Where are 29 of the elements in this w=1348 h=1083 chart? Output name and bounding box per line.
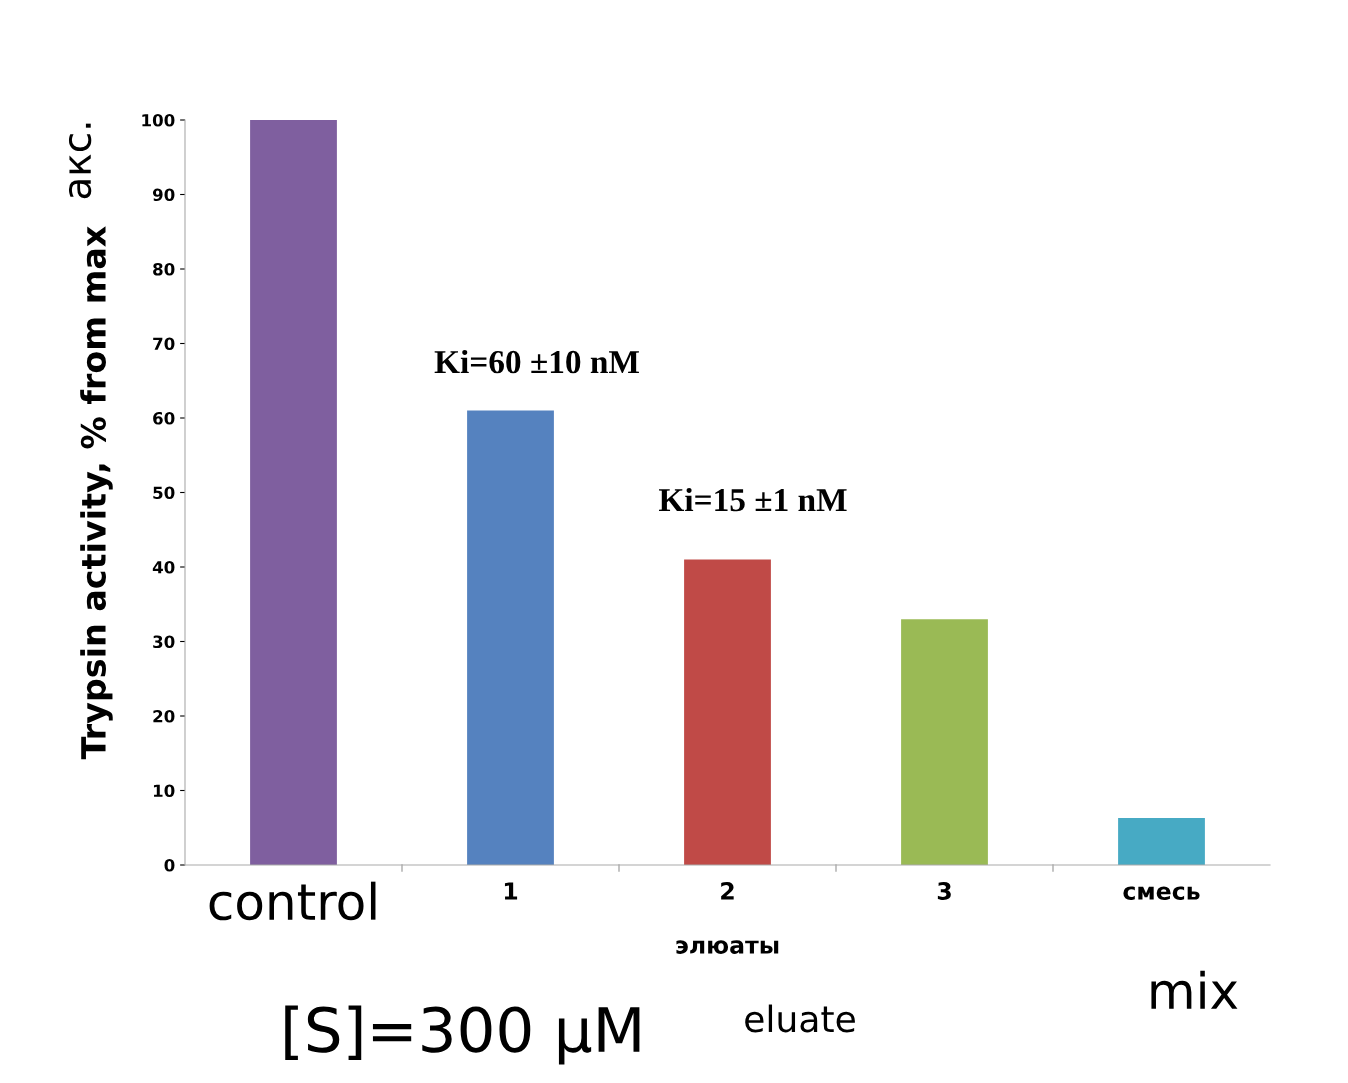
bar [250, 120, 337, 865]
bar [901, 619, 988, 865]
text: eluate [745, 1004, 855, 1033]
y-tick-label: 90 [152, 188, 175, 202]
x-tick-label: 3 [937, 882, 951, 900]
bar [684, 559, 771, 865]
bar [467, 410, 554, 865]
y-tick-label: 30 [153, 635, 175, 649]
text: mix [1151, 970, 1238, 1009]
y-tick-label: 20 [153, 709, 175, 723]
y-tick-label: 60 [153, 411, 175, 425]
y-tick-label: 100 [142, 113, 175, 127]
y-tick-label: 50 [153, 486, 175, 500]
annotation: Ki=60 ±10 nM [434, 349, 639, 374]
y-tick-label: 70 [153, 337, 175, 351]
bar [1118, 818, 1205, 865]
x-tick-label: 1 [504, 882, 518, 900]
x-axis-title: элюаты [676, 940, 779, 954]
y-tick-label: 40 [152, 560, 175, 574]
x-tick-label: 2 [721, 882, 734, 900]
text: [S]=300 μM [285, 1005, 640, 1065]
x-tick-label: смесь [1123, 886, 1200, 900]
x-tick-label: control [209, 881, 376, 921]
annotation: Ki=15 ±1 nM [658, 487, 847, 512]
y-tick-label: 10 [153, 784, 175, 798]
y-tick-label: 80 [153, 262, 175, 276]
y-tick-label: 0 [164, 858, 175, 872]
text: акс. [68, 123, 92, 199]
y-axis-title: Trypsin activity, % from max [80, 226, 113, 760]
